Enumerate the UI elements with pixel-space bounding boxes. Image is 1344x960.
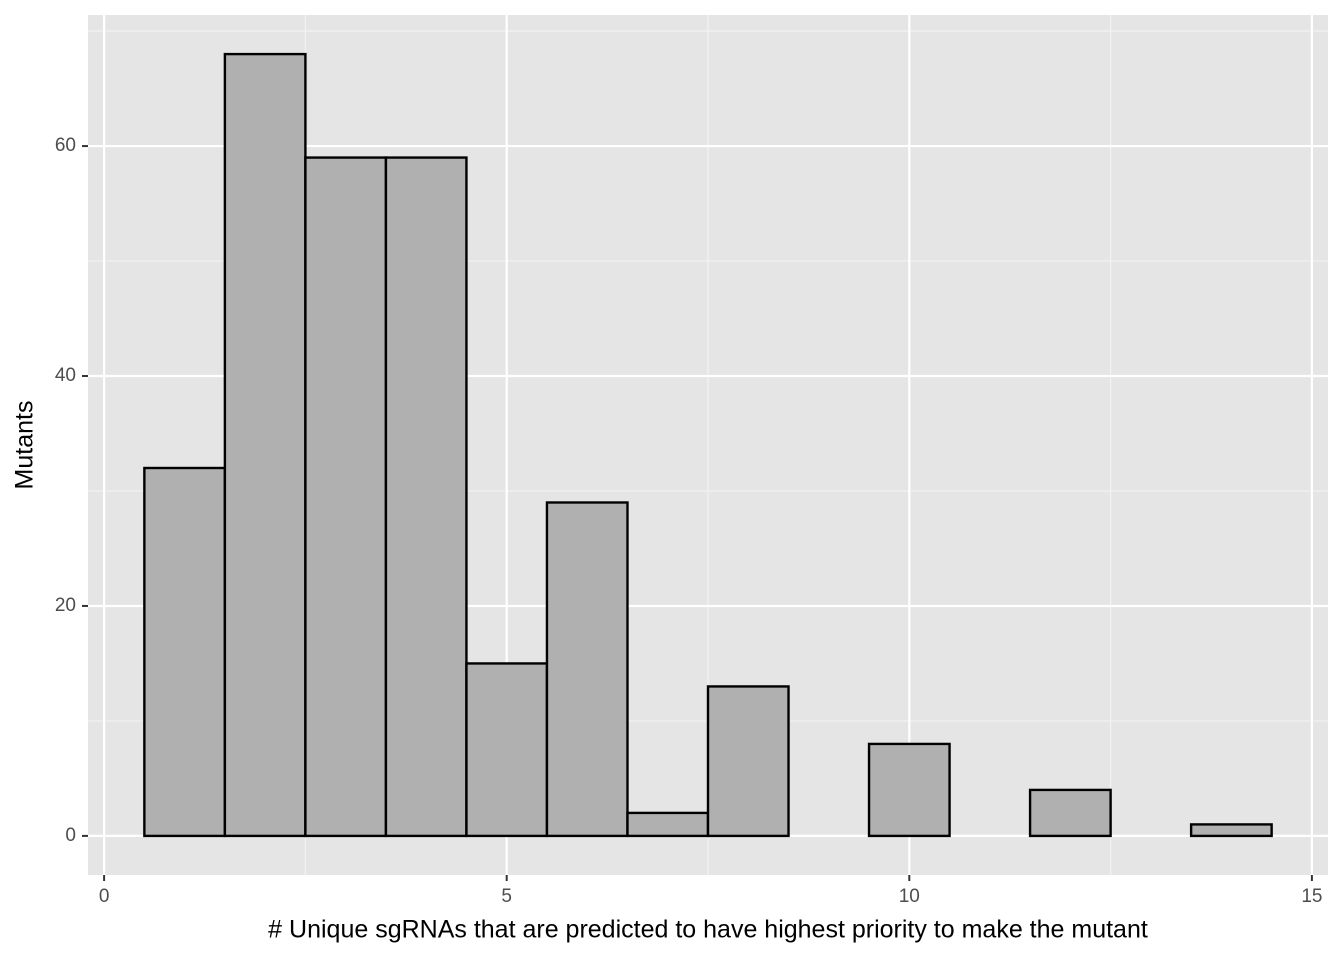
bar bbox=[384, 156, 468, 838]
bar bbox=[867, 742, 951, 838]
bar bbox=[1028, 788, 1112, 838]
y-tick-label: 0 bbox=[65, 825, 76, 846]
bar bbox=[1189, 823, 1273, 838]
bar bbox=[626, 811, 710, 838]
y-tick-label: 40 bbox=[55, 365, 76, 386]
y-axis-title: Mutants bbox=[11, 401, 39, 490]
x-axis-title: # Unique sgRNAs that are predicted to ha… bbox=[268, 916, 1148, 944]
x-tick-label: 5 bbox=[501, 886, 512, 907]
x-tick-label: 15 bbox=[1301, 886, 1322, 907]
bar bbox=[223, 52, 307, 838]
x-tick-label: 0 bbox=[99, 886, 110, 907]
y-tick-label: 20 bbox=[55, 595, 76, 616]
bar bbox=[304, 156, 388, 838]
y-tick-label: 60 bbox=[55, 135, 76, 156]
bar bbox=[706, 685, 790, 838]
bar bbox=[545, 501, 629, 838]
x-tick-label: 10 bbox=[899, 886, 920, 907]
bar bbox=[143, 466, 227, 838]
bar bbox=[465, 662, 549, 838]
